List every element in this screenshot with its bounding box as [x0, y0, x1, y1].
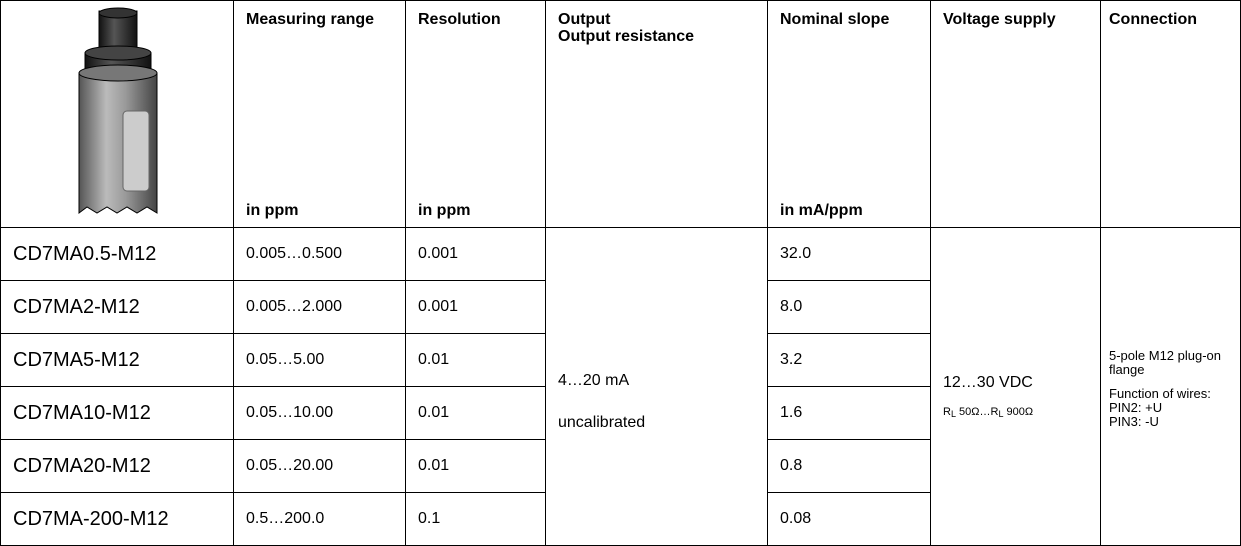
model-cell: CD7MA10-M12: [0, 386, 234, 440]
resolution-cell: 0.001: [405, 227, 546, 281]
model-cell: CD7MA20-M12: [0, 439, 234, 493]
header-unit: in mA/ppm: [780, 202, 863, 219]
resolution-cell: 0.01: [405, 439, 546, 493]
header-cell: Nominal slope in mA/ppm: [767, 0, 931, 228]
header-title: Connection: [1109, 11, 1197, 28]
table-row: CD7MA0.5-M12 0.005…0.500 0.001 4…20 mA unca…: [0, 227, 1241, 546]
nominal-slope-cell: 3.2: [767, 333, 931, 387]
header-cell: Connection: [1100, 0, 1241, 228]
voltage-cell: 12…30 VDC RL 50Ω…RL 900Ω: [930, 227, 1101, 546]
resistance-part: 900Ω: [1003, 406, 1034, 418]
header-cell: Voltage supply: [930, 0, 1101, 228]
header-title: Measuring range: [246, 11, 375, 28]
header-cell: Resolution in ppm: [405, 0, 546, 228]
output-calibration: uncalibrated: [558, 413, 646, 431]
header-title: Resolution: [418, 11, 501, 28]
measuring-range-cell: 0.005…0.500: [233, 227, 406, 281]
resistance-sub: L: [950, 409, 956, 419]
nominal-slope-cell: 8.0: [767, 280, 931, 334]
resolution-cell: 0.01: [405, 386, 546, 440]
resistance-sub: L: [998, 409, 1004, 419]
header-title: Nominal slope: [780, 11, 890, 28]
header-title: Output: [558, 11, 611, 28]
connection-pin: PIN2: +U: [1109, 399, 1163, 415]
resolution-cell: 0.001: [405, 280, 546, 334]
connection-cell: 5-pole M12 plug-on flange Function of wir…: [1100, 227, 1241, 546]
table-row: CD7MA5-M12 0.05…5.00 0.01 3.2: [0, 333, 1241, 387]
table-body: CD7MA0.5-M12 0.005…0.500 0.001 4…20 mA unca…: [0, 227, 1241, 546]
product-image: [78, 7, 158, 214]
connection-pin: PIN3: -U: [1109, 413, 1159, 429]
header-cell: Measuring range in ppm: [233, 0, 406, 228]
measuring-range-cell: 0.005…2.000: [233, 280, 406, 334]
output-signal: 4…20 mA: [558, 371, 630, 389]
resolution-cell: 0.1: [405, 492, 546, 546]
output-cell: 4…20 mA uncalibrated: [545, 227, 768, 546]
measuring-range-cell: 0.05…10.00: [233, 386, 406, 440]
measuring-range-cell: 0.5…200.0: [233, 492, 406, 546]
model-cell: CD7MA2-M12: [0, 280, 234, 334]
table-row: CD7MA2-M12 0.005…2.000 0.001 8.0: [0, 280, 1241, 334]
header-unit: in ppm: [418, 202, 471, 219]
resistance: RL 50Ω…RL 900Ω: [943, 406, 1100, 419]
connection-function: Function of wires:: [1109, 385, 1211, 401]
table-row: CD7MA-200-M12 0.5…200.0 0.1 0.08: [0, 492, 1241, 546]
nominal-slope-cell: 1.6: [767, 386, 931, 440]
model-cell: CD7MA5-M12: [0, 333, 234, 387]
product-image-cell: [0, 0, 234, 228]
nominal-slope-cell: 0.8: [767, 439, 931, 493]
header-title: Output resistance: [558, 28, 695, 45]
header-unit: in ppm: [246, 202, 299, 219]
model-cell: CD7MA-200-M12: [0, 492, 234, 546]
measuring-range-cell: 0.05…20.00: [233, 439, 406, 493]
header-cell: Output Output resistance: [545, 0, 768, 228]
header-row: Measuring range in ppm Resolution in ppm O…: [0, 0, 1241, 228]
header-title: Voltage supply: [943, 11, 1056, 28]
table-row: CD7MA20-M12 0.05…20.00 0.01 0.8: [0, 439, 1241, 493]
table-row: CD7MA10-M12 0.05…10.00 0.01 1.6: [0, 386, 1241, 440]
resistance-part: 50Ω…R: [955, 406, 999, 418]
resistance-part: R: [943, 406, 951, 418]
model-cell: CD7MA0.5-M12: [0, 227, 234, 281]
nominal-slope-cell: 0.08: [767, 492, 931, 546]
measuring-range-cell: 0.05…5.00: [233, 333, 406, 387]
nominal-slope-cell: 32.0: [767, 227, 931, 281]
connection-plug: 5-pole M12 plug-on flange: [1109, 347, 1222, 377]
resolution-cell: 0.01: [405, 333, 546, 387]
voltage-supply: 12…30 VDC: [943, 374, 1033, 391]
